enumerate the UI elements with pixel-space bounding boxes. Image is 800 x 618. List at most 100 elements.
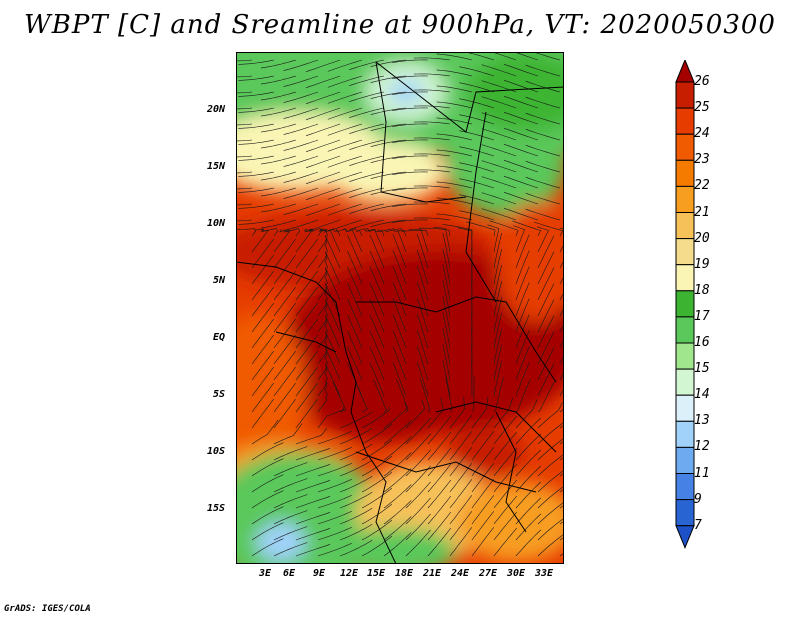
streamline (436, 197, 473, 205)
streamline (317, 479, 352, 493)
streamline (238, 107, 275, 113)
lon-label-15e: 15E (367, 568, 386, 579)
lat-label-5s: 5S (213, 389, 226, 400)
streamline (236, 171, 253, 174)
streamline (436, 149, 473, 157)
streamline (370, 123, 407, 131)
streamline (537, 421, 564, 445)
streamline (414, 137, 451, 141)
streamline (515, 399, 538, 429)
colorbar-label: 11 (694, 465, 710, 481)
streamline (537, 363, 555, 397)
streamline (251, 538, 284, 557)
streamline (370, 139, 407, 147)
lat-label-10n: 10N (207, 218, 226, 229)
streamline (339, 427, 373, 445)
streamline (405, 465, 431, 493)
streamline (392, 171, 429, 175)
streamline (436, 165, 473, 173)
streamline (295, 448, 331, 461)
streamline (416, 313, 429, 349)
colorbar-segment (675, 81, 695, 109)
streamline (251, 271, 274, 301)
lat-label-5n: 5N (213, 275, 226, 286)
lat-label-10s: 10S (207, 446, 226, 457)
streamline (370, 91, 407, 99)
streamline (369, 266, 385, 301)
lon-label-24e: 24E (451, 568, 470, 579)
streamline (339, 491, 373, 509)
streamline (260, 139, 297, 149)
streamline (392, 282, 407, 317)
streamline (327, 75, 363, 88)
streamline (273, 494, 308, 509)
colorbar-segment (675, 159, 695, 187)
streamline (493, 447, 517, 477)
streamline (295, 544, 331, 557)
colorbar-segment (675, 446, 695, 474)
streamline (273, 255, 296, 285)
streamline (503, 128, 539, 141)
wbpt-field (236, 52, 564, 564)
streamline (559, 227, 564, 253)
streamline (481, 192, 517, 205)
streamline (327, 203, 363, 216)
streamline (295, 383, 318, 413)
streamline (416, 297, 429, 333)
streamline (273, 351, 296, 381)
streamline (283, 139, 319, 151)
streamline (236, 91, 253, 94)
streamline (537, 501, 564, 525)
streamline (459, 210, 495, 221)
lon-label-27e: 27E (479, 568, 498, 579)
streamline (392, 91, 429, 95)
streamline (260, 203, 297, 213)
streamline (408, 228, 429, 253)
streamline (295, 528, 331, 541)
lon-label-33e: 33E (535, 568, 554, 579)
streamline (493, 495, 517, 525)
streamline (471, 495, 495, 525)
colorbar-label: 24 (694, 126, 710, 142)
streamline (442, 264, 451, 301)
streamline (361, 423, 393, 445)
streamline (559, 371, 564, 381)
streamline (416, 281, 429, 317)
streamline (236, 139, 253, 142)
streamline (317, 381, 328, 413)
streamline (238, 139, 275, 145)
streamline (347, 346, 363, 381)
streamline (236, 219, 253, 222)
streamline (436, 213, 473, 221)
streamline (273, 367, 296, 397)
streamline (442, 344, 451, 381)
streamline (493, 312, 503, 349)
streamline (559, 291, 564, 301)
streamline (525, 80, 561, 93)
streamline (324, 363, 341, 397)
streamline (260, 75, 297, 85)
streamline (317, 511, 352, 525)
streamlines (236, 52, 564, 557)
streamline (324, 299, 341, 333)
streamline (513, 52, 539, 61)
streamline (515, 298, 530, 333)
colorbar-label: 18 (694, 282, 710, 298)
streamline (481, 112, 517, 125)
streamline (260, 59, 297, 69)
streamline (493, 296, 503, 333)
streamline (442, 360, 451, 397)
streamline (503, 80, 539, 93)
streamline (273, 271, 296, 301)
colorbar-segment (675, 290, 695, 318)
streamline (414, 153, 451, 157)
streamline (317, 543, 352, 557)
streamline (383, 516, 412, 541)
streamline (369, 362, 385, 397)
streamline (459, 114, 495, 125)
colorbar-segment (675, 264, 695, 292)
streamline (273, 239, 296, 269)
streamline (559, 307, 564, 317)
streamline (260, 187, 297, 197)
colorbar-segment (675, 238, 695, 266)
